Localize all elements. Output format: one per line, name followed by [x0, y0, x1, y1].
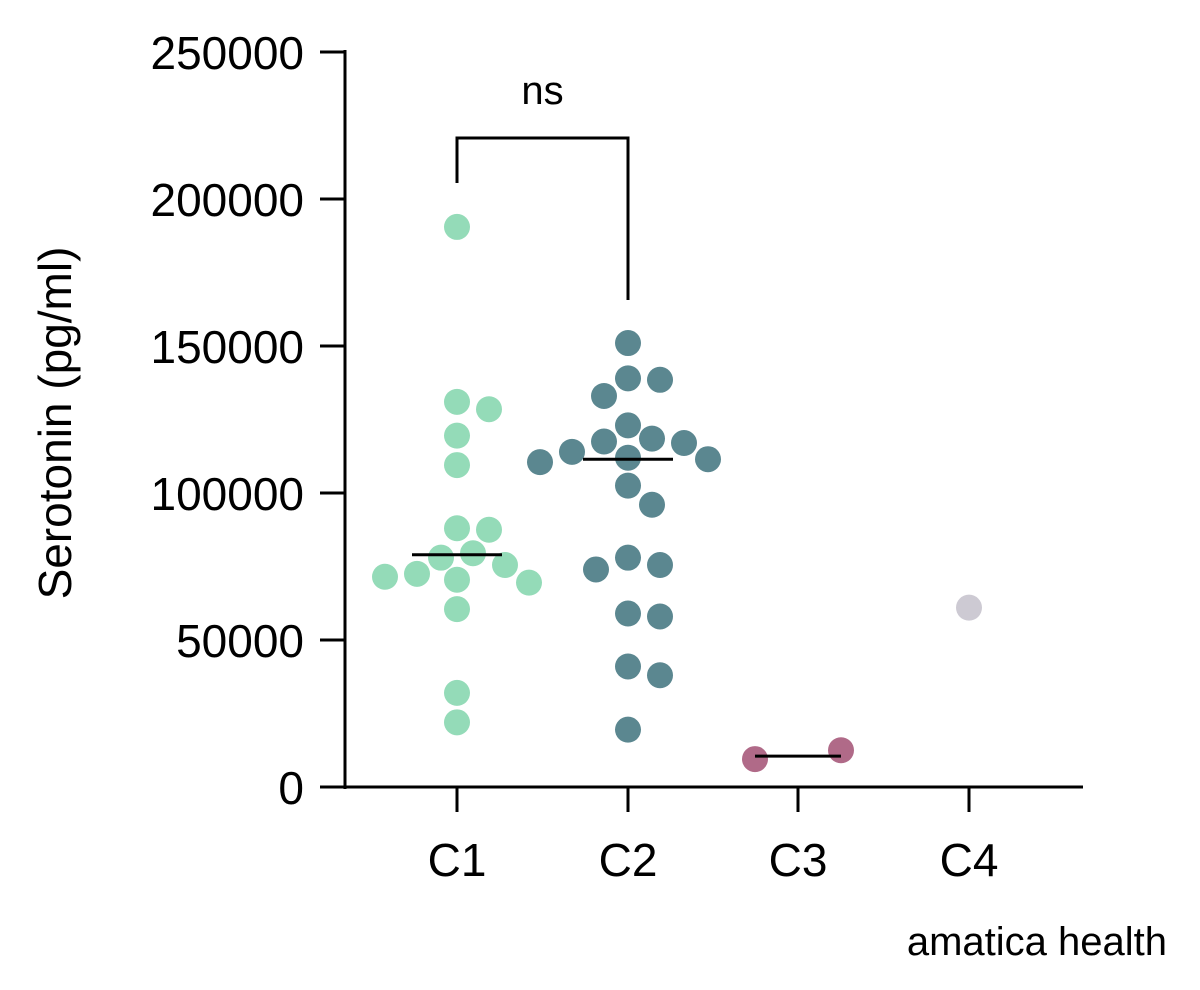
data-point-c2	[615, 600, 641, 627]
data-point-c2	[647, 366, 673, 393]
data-point-c2	[639, 491, 665, 518]
data-point-c2	[527, 449, 553, 476]
data-points	[372, 213, 982, 773]
data-point-c1	[444, 388, 470, 415]
data-point-c2	[647, 603, 673, 630]
data-point-c2	[591, 382, 617, 409]
watermark: amatica health	[907, 920, 1167, 964]
data-point-c2	[647, 662, 673, 689]
median-lines	[412, 457, 841, 758]
y-tick-label: 50000	[176, 615, 304, 667]
data-point-c1	[444, 709, 470, 736]
data-point-c1	[444, 213, 470, 240]
data-point-c1	[444, 452, 470, 479]
y-axis: 0 50000 100000 150000 200000 250000	[151, 27, 347, 814]
data-point-c1	[476, 396, 502, 423]
data-point-c1	[428, 544, 454, 571]
data-point-c3	[828, 737, 854, 764]
data-point-c1	[444, 515, 470, 542]
significance-annotation: ns	[455, 69, 630, 300]
category-label-c4: C4	[940, 834, 999, 886]
data-point-c1	[444, 679, 470, 706]
y-axis-title: Serotonin (pg/ml)	[29, 247, 81, 600]
category-label-c2: C2	[599, 834, 658, 886]
data-point-c2	[615, 472, 641, 499]
data-point-c2	[615, 412, 641, 439]
data-point-c1	[444, 566, 470, 593]
data-point-c2	[591, 428, 617, 455]
data-point-c2	[583, 556, 609, 583]
y-tick-label: 200000	[151, 174, 305, 226]
significance-bracket	[455, 136, 630, 300]
x-axis: C1 C2 C3 C4	[343, 785, 1083, 886]
data-point-c2	[647, 552, 673, 579]
data-point-c2	[615, 653, 641, 680]
y-tick-label: 0	[278, 762, 304, 814]
data-point-c1	[372, 563, 398, 590]
y-tick-label: 100000	[151, 468, 305, 520]
data-point-c1	[444, 596, 470, 623]
data-point-c2	[615, 330, 641, 357]
data-point-c1	[476, 516, 502, 543]
category-label-c3: C3	[769, 834, 828, 886]
data-point-c1	[492, 552, 518, 579]
data-point-c2	[559, 438, 585, 465]
data-point-c1	[516, 569, 542, 596]
y-tick-label: 250000	[151, 27, 305, 79]
y-ticks: 0 50000 100000 150000 200000 250000	[151, 27, 345, 814]
data-point-c3	[742, 746, 768, 773]
data-point-c2	[695, 446, 721, 473]
data-point-c1	[404, 560, 430, 587]
data-point-c2	[671, 430, 697, 457]
category-label-c1: C1	[428, 834, 487, 886]
y-tick-label: 150000	[151, 321, 305, 373]
significance-label: ns	[521, 69, 563, 113]
data-point-c2	[615, 544, 641, 571]
data-point-c2	[615, 716, 641, 743]
data-point-c2	[615, 365, 641, 392]
x-ticks: C1 C2 C3 C4	[428, 787, 999, 886]
data-point-c4	[956, 594, 982, 621]
data-point-c1	[444, 422, 470, 449]
data-point-c2	[639, 425, 665, 452]
